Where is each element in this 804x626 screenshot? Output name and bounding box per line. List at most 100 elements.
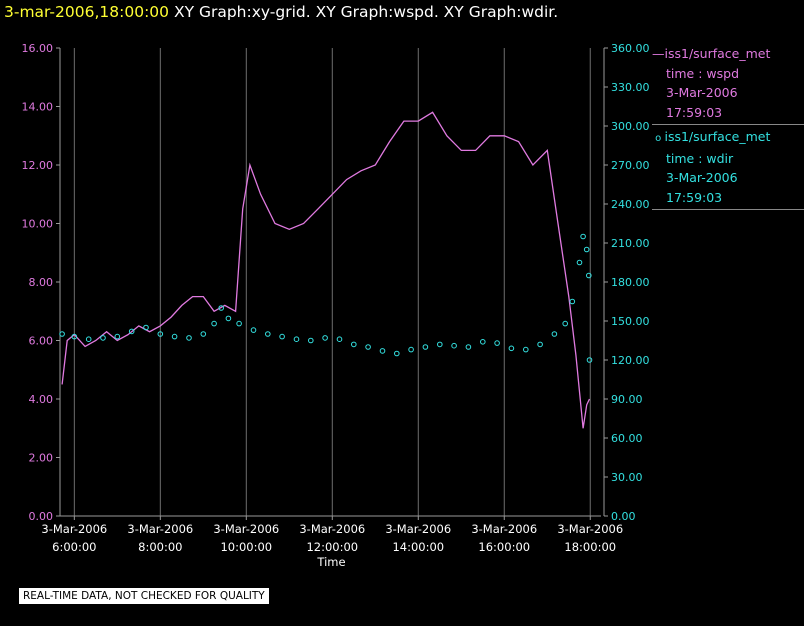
data-point: [186, 335, 192, 341]
x-tick-time-label: 16:00:00: [478, 540, 530, 554]
x-tick-time-label: 18:00:00: [564, 540, 616, 554]
data-point: [562, 320, 569, 327]
x-axis-label: Time: [316, 555, 345, 569]
x-tick-date-label: 3-Mar-2006: [299, 522, 365, 536]
left-tick-label: 8.00: [29, 276, 54, 289]
x-tick-date-label: 3-Mar-2006: [213, 522, 279, 536]
data-point: [157, 331, 164, 337]
x-tick-date-label: 3-Mar-2006: [557, 522, 623, 536]
data-point: [437, 341, 443, 348]
data-point: [408, 346, 414, 353]
data-point: [394, 350, 400, 357]
right-tick-label: 30.00: [611, 471, 643, 484]
legend-series-date: 3-Mar-2006: [666, 85, 738, 100]
data-point: [171, 333, 178, 340]
left-tick-label: 12.00: [22, 159, 54, 172]
right-tick-label: 360.00: [611, 42, 650, 55]
data-point: [100, 335, 106, 341]
data-point: [85, 336, 92, 343]
right-tick-label: 0.00: [611, 510, 636, 523]
right-tick-label: 180.00: [611, 276, 650, 289]
data-point: [586, 357, 593, 363]
left-tick-label: 6.00: [29, 335, 54, 348]
x-tick-time-label: 6:00:00: [52, 540, 96, 554]
quality-notice: REAL-TIME DATA, NOT CHECKED FOR QUALITY: [19, 588, 269, 604]
legend-series-date: 3-Mar-2006: [666, 170, 738, 185]
right-tick-label: 270.00: [611, 159, 650, 172]
x-tick-date-label: 3-Mar-2006: [127, 522, 193, 536]
left-tick-label: 16.00: [22, 42, 54, 55]
right-tick-label: 210.00: [611, 237, 650, 250]
data-point: [143, 324, 149, 331]
x-tick-date-label: 3-Mar-2006: [471, 522, 537, 536]
legend-series-field: time : wspd: [666, 65, 740, 81]
x-tick-time-label: 14:00:00: [392, 540, 444, 554]
data-point: [293, 336, 300, 343]
x-tick-date-label: 3-Mar-2006: [385, 522, 451, 536]
data-point: [379, 348, 386, 354]
data-point: [322, 335, 328, 341]
header-timestamp: 3-mar-2006,18:00:00: [4, 3, 170, 21]
left-tick-label: 10.00: [22, 218, 54, 231]
data-point: [569, 298, 576, 305]
x-tick-date-label: 3-Mar-2006: [41, 522, 107, 536]
right-tick-label: 60.00: [611, 432, 643, 445]
data-point: [551, 331, 558, 337]
chart-header: 3-mar-2006,18:00:00 XY Graph:xy-grid. XY…: [4, 3, 558, 21]
data-point: [576, 259, 583, 266]
x-tick-time-label: 12:00:00: [306, 540, 358, 554]
legend-entry-wspd: —iss1/surface_met time : wspd 3-Mar-2006…: [652, 44, 804, 125]
right-tick-label: 330.00: [611, 81, 650, 94]
data-point: [451, 342, 457, 349]
legend-series-name: iss1/surface_met: [664, 129, 771, 144]
data-point: [218, 305, 224, 311]
right-tick-label: 240.00: [611, 198, 650, 211]
data-point: [365, 344, 371, 350]
left-tick-label: 4.00: [29, 393, 54, 406]
left-tick-label: 2.00: [29, 452, 54, 465]
data-point: [351, 341, 357, 348]
data-point: [308, 337, 314, 344]
right-tick-label: 150.00: [611, 315, 650, 328]
data-point: [128, 328, 135, 335]
data-point: [537, 341, 543, 348]
data-point: [336, 336, 343, 343]
data-point: [494, 340, 500, 346]
series-wdir-points: [59, 233, 593, 363]
right-tick-label: 300.00: [611, 120, 650, 133]
data-point: [279, 333, 285, 340]
data-point: [114, 333, 121, 340]
data-point: [480, 339, 486, 345]
left-tick-label: 0.00: [29, 510, 54, 523]
legend-circle-icon: o: [652, 133, 665, 144]
data-point: [59, 331, 65, 337]
header-title: XY Graph:xy-grid. XY Graph:wspd. XY Grap…: [173, 3, 559, 21]
data-point: [422, 344, 429, 350]
data-point: [236, 320, 242, 327]
data-point: [250, 327, 257, 333]
left-tick-label: 14.00: [22, 101, 54, 114]
series-wspd-line: [61, 111, 591, 429]
data-point: [465, 344, 472, 350]
legend-series-name: iss1/surface_met: [664, 46, 771, 61]
data-point: [225, 315, 232, 322]
legend-entry-wdir: o iss1/surface_met time : wdir 3-Mar-200…: [652, 125, 804, 210]
legend-series-time: 17:59:03: [666, 189, 723, 205]
data-point: [211, 320, 217, 327]
data-point: [508, 345, 515, 352]
data-point: [580, 233, 586, 240]
x-tick-time-label: 8:00:00: [138, 540, 182, 554]
right-tick-label: 120.00: [611, 354, 650, 367]
x-tick-time-label: 10:00:00: [220, 540, 272, 554]
data-point: [200, 331, 207, 337]
data-point: [523, 346, 529, 353]
legend-series-field: time : wdir: [666, 150, 734, 166]
data-point: [71, 333, 78, 340]
legend-line-icon: —: [652, 46, 665, 61]
right-tick-label: 90.00: [611, 393, 643, 406]
data-point: [265, 331, 271, 337]
data-point: [586, 272, 592, 279]
legend-series-time: 17:59:03: [666, 104, 723, 120]
chart-legend: —iss1/surface_met time : wspd 3-Mar-2006…: [652, 44, 804, 210]
